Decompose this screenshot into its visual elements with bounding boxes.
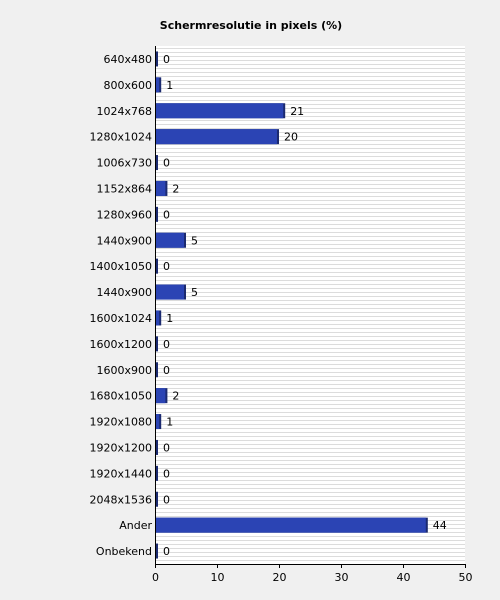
category-label: 1920x1200 xyxy=(90,441,153,454)
data-label: 1 xyxy=(166,416,173,429)
data-label: 44 xyxy=(433,519,447,532)
category-label: Onbekend xyxy=(96,545,152,558)
bar-shadow xyxy=(155,155,158,171)
x-tick-label: 20 xyxy=(273,571,287,584)
bar xyxy=(155,284,184,300)
data-label: 0 xyxy=(163,493,170,506)
data-label: 21 xyxy=(290,105,304,118)
bar-shadow xyxy=(155,51,158,67)
data-label: 0 xyxy=(163,208,170,221)
bar xyxy=(155,414,160,430)
data-label: 0 xyxy=(163,53,170,66)
bar-series xyxy=(155,51,428,559)
category-label: 1600x1024 xyxy=(90,312,153,325)
category-label: 1600x1200 xyxy=(90,338,153,351)
bar xyxy=(155,103,284,119)
bar xyxy=(155,517,426,533)
x-tick-label: 0 xyxy=(152,571,159,584)
bar-shadow xyxy=(155,491,158,507)
x-axis-ticks: 0 10 20 30 40 50 xyxy=(152,564,473,584)
category-label: 2048x1536 xyxy=(90,493,153,506)
category-label: 1920x1080 xyxy=(90,416,153,429)
data-label: 0 xyxy=(163,441,170,454)
bar xyxy=(155,232,184,248)
x-tick-label: 50 xyxy=(459,571,473,584)
bar xyxy=(155,180,166,196)
category-label: 1280x960 xyxy=(97,208,153,221)
bar xyxy=(155,129,277,145)
axes xyxy=(155,46,465,565)
data-label: 0 xyxy=(163,338,170,351)
x-tick-label: 10 xyxy=(211,571,225,584)
data-label: 1 xyxy=(166,312,173,325)
chart-title: Schermresolutie in pixels (%) xyxy=(160,19,342,32)
plot-area xyxy=(155,46,465,564)
x-tick-label: 30 xyxy=(335,571,349,584)
bar-shadow xyxy=(155,362,158,378)
grid-stripes xyxy=(155,48,465,561)
data-label: 5 xyxy=(191,286,198,299)
data-label: 2 xyxy=(172,182,179,195)
category-label: 1920x1440 xyxy=(90,467,153,480)
data-label: 2 xyxy=(172,390,179,403)
bar-shadow xyxy=(155,258,158,274)
data-label: 0 xyxy=(163,364,170,377)
category-label: 800x600 xyxy=(103,79,152,92)
x-tick-label: 40 xyxy=(397,571,411,584)
category-label: 640x480 xyxy=(103,53,152,66)
category-label: 1680x1050 xyxy=(90,390,153,403)
category-label: 1440x900 xyxy=(97,234,153,247)
category-label: 1152x864 xyxy=(97,182,153,195)
bar xyxy=(155,388,166,404)
bar-shadow xyxy=(155,439,158,455)
data-label: 0 xyxy=(163,545,170,558)
bar-shadow xyxy=(155,543,158,559)
bar-shadow xyxy=(155,206,158,222)
category-label: 1440x900 xyxy=(97,286,153,299)
data-label: 0 xyxy=(163,467,170,480)
data-label: 1 xyxy=(166,79,173,92)
bar xyxy=(155,310,160,326)
category-label: 1006x730 xyxy=(97,157,153,170)
category-label: 1400x1050 xyxy=(90,260,153,273)
data-label: 5 xyxy=(191,234,198,247)
category-labels: 640x480 800x600 1024x768 1280x1024 1006x730 1… xyxy=(90,53,153,558)
bar xyxy=(155,77,160,93)
data-label: 20 xyxy=(284,131,298,144)
bar-shadow xyxy=(155,465,158,481)
data-label: 0 xyxy=(163,157,170,170)
data-label: 0 xyxy=(163,260,170,273)
category-label: Ander xyxy=(119,519,152,532)
category-label: 1280x1024 xyxy=(90,131,153,144)
category-label: 1024x768 xyxy=(97,105,153,118)
bar-shadow xyxy=(155,336,158,352)
category-label: 1600x900 xyxy=(97,364,153,377)
